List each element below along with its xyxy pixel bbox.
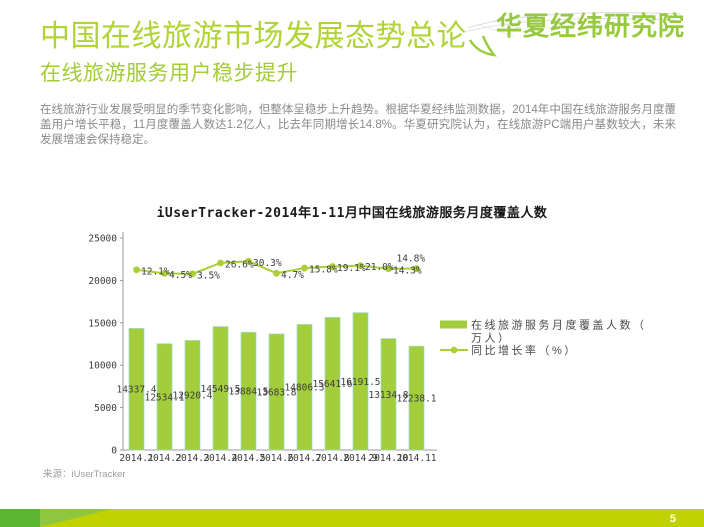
bar-value-label: 12534.1 — [144, 392, 184, 403]
footer-strip — [0, 509, 704, 527]
bar — [240, 331, 257, 451]
bar-value-label: 12920.4 — [172, 391, 212, 402]
line-marker — [217, 259, 224, 267]
page-title: 中国在线旅游市场发展态势总论 — [40, 20, 467, 53]
bar — [324, 316, 341, 451]
bar-value-label: 13884.5 — [228, 387, 268, 398]
x-tick-label: 2014.11 — [396, 453, 436, 464]
line-marker — [133, 266, 140, 274]
bar-value-label: 14337.4 — [116, 385, 156, 396]
line-marker — [161, 269, 168, 277]
growth-value-label: 4.5% — [169, 270, 192, 281]
legend-bar-swatch — [440, 320, 467, 329]
bar — [128, 328, 145, 451]
page-number: 5 — [669, 513, 676, 525]
bar — [212, 326, 229, 451]
legend-line-marker — [450, 346, 458, 354]
line-marker — [189, 270, 196, 278]
x-tick-label: 2014.9 — [343, 453, 378, 464]
growth-value-label: 4.7% — [281, 270, 304, 281]
x-tick-label: 2014.1 — [119, 453, 154, 464]
bar-value-label: 13134.8 — [368, 390, 408, 401]
x-tick-label: 2014.4 — [203, 453, 238, 464]
growth-value-label: 30.3% — [253, 258, 282, 269]
line-marker — [329, 263, 336, 270]
line-marker — [301, 264, 308, 272]
footer-block — [0, 509, 40, 527]
growth-value-label: 21.0% — [365, 262, 394, 273]
body-text: 在线旅游行业发展受明显的季节变化影响，但整体呈稳步上升趋势。根据华夏经纬监测数据… — [40, 104, 676, 146]
page-subtitle: 在线旅游服务用户稳步提升 — [40, 62, 298, 85]
bar — [268, 333, 285, 451]
legend-line-label: 同比增长率（%） — [471, 343, 578, 357]
y-tick-label: 5000 — [94, 403, 117, 414]
y-tick-label: 10000 — [88, 361, 117, 372]
chart-title: iUserTracker-2014年1-11月中国在线旅游服务月度覆盖人数 — [156, 206, 548, 221]
x-tick-label: 2014.6 — [259, 453, 294, 464]
growth-value-label: 14.8% — [397, 254, 426, 265]
bar-value-label: 12238.1 — [396, 394, 436, 405]
bar — [408, 345, 425, 451]
growth-value-label: 14.3% — [393, 265, 422, 276]
line-marker — [245, 257, 252, 265]
line-marker — [385, 265, 392, 273]
line-marker — [273, 269, 280, 277]
growth-value-label: 3.5% — [197, 270, 220, 281]
y-tick-label: 20000 — [88, 276, 117, 287]
logo: 华夏经纬研究院 — [462, 2, 700, 60]
bar-value-label: 13683.8 — [256, 387, 296, 398]
line-marker — [413, 265, 420, 272]
x-tick-label: 2014.7 — [287, 453, 321, 464]
growth-value-label: 12.1% — [141, 266, 170, 277]
x-tick-label: 2014.5 — [231, 453, 265, 464]
x-tick-label: 2014.10 — [368, 453, 408, 464]
legend-bar-label: 在线旅游服务月度覆盖人数（ — [471, 318, 647, 332]
source-note: 来源：iUserTracker — [43, 469, 126, 480]
bar — [380, 338, 397, 451]
bar — [156, 343, 173, 451]
footer-wedge — [40, 509, 112, 527]
bar-value-label: 14549.5 — [200, 384, 240, 395]
growth-value-label: 19.1% — [337, 263, 366, 274]
y-tick-label: 25000 — [88, 234, 117, 245]
growth-value-label: 15.8% — [309, 265, 338, 276]
bar-value-label: 14806.3 — [284, 383, 324, 394]
x-tick-label: 2014.2 — [147, 453, 181, 464]
logo-swoosh-icon: 华夏经纬研究院 — [463, 11, 685, 57]
bar — [296, 324, 313, 451]
y-tick-label: 15000 — [88, 318, 117, 329]
legend-bar-label-wrap: 万人） — [471, 332, 512, 345]
bar — [352, 312, 369, 451]
bar-value-label: 16191.5 — [340, 377, 380, 388]
bar-value-label: 15641.6 — [312, 379, 352, 390]
logo-text: 华夏经纬研究院 — [496, 11, 685, 41]
growth-value-label: 26.6% — [225, 259, 254, 270]
x-tick-label: 2014.8 — [315, 453, 350, 464]
bar — [184, 340, 201, 451]
y-tick-label: 0 — [111, 446, 117, 457]
x-tick-label: 2014.3 — [175, 453, 209, 464]
footer-bar — [0, 509, 704, 527]
line-marker — [357, 262, 364, 270]
